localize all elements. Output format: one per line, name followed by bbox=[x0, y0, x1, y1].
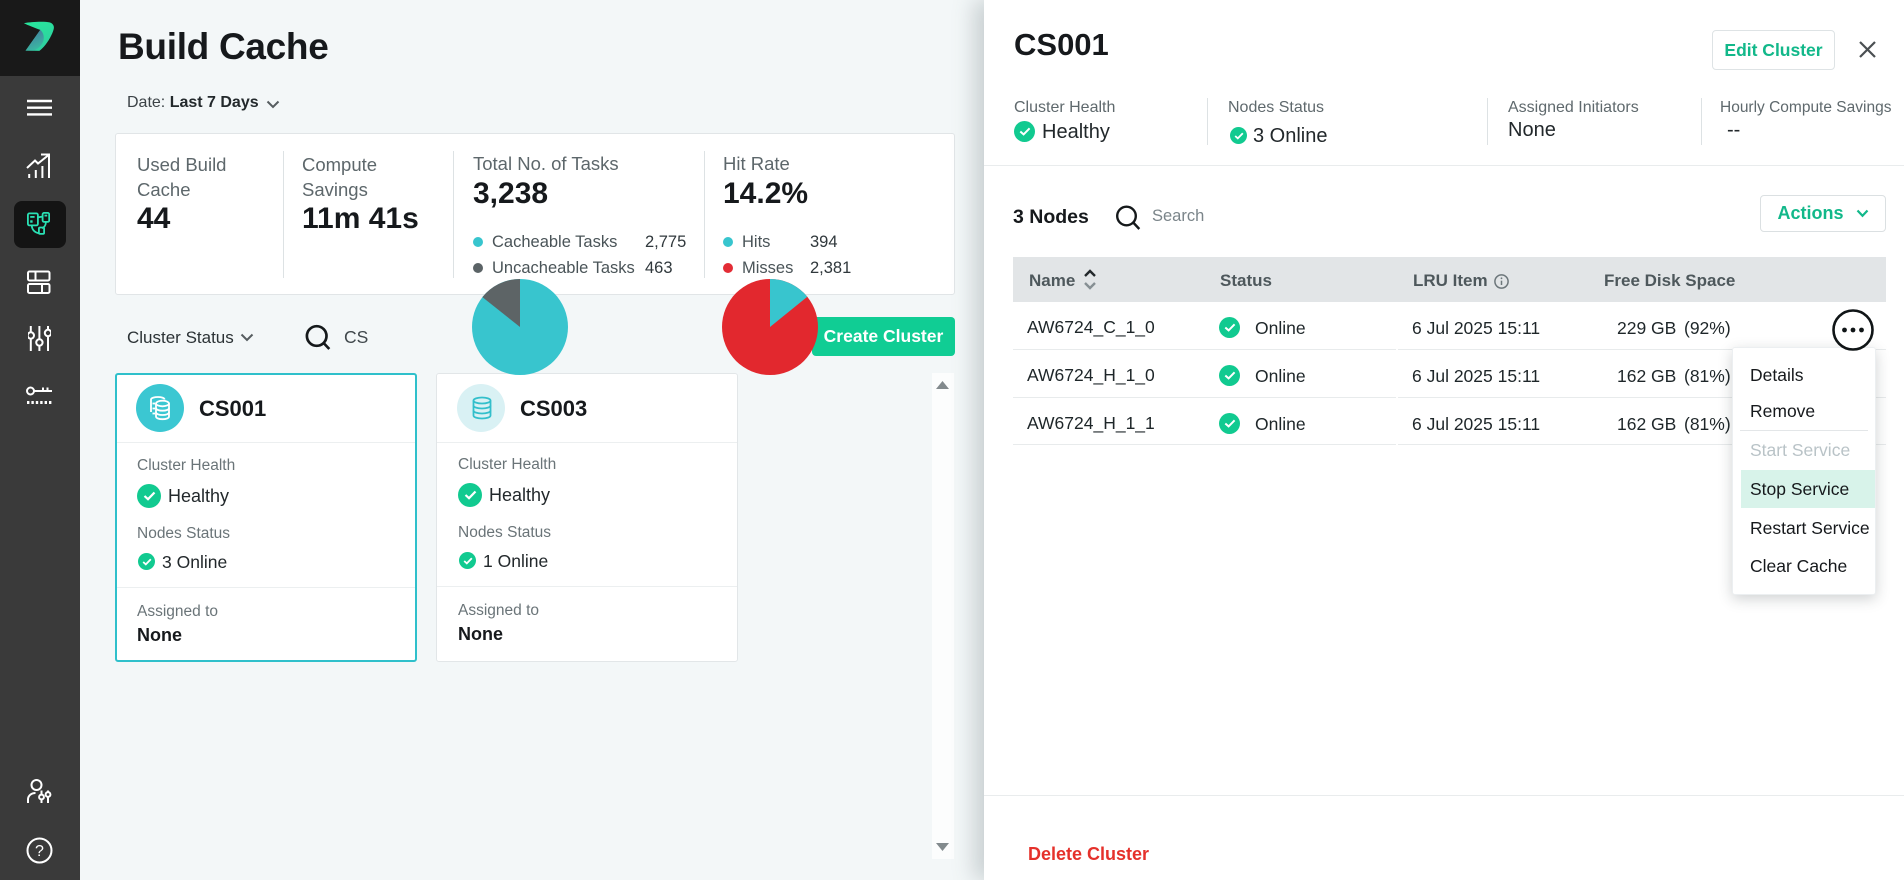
svg-text:?: ? bbox=[35, 843, 44, 860]
